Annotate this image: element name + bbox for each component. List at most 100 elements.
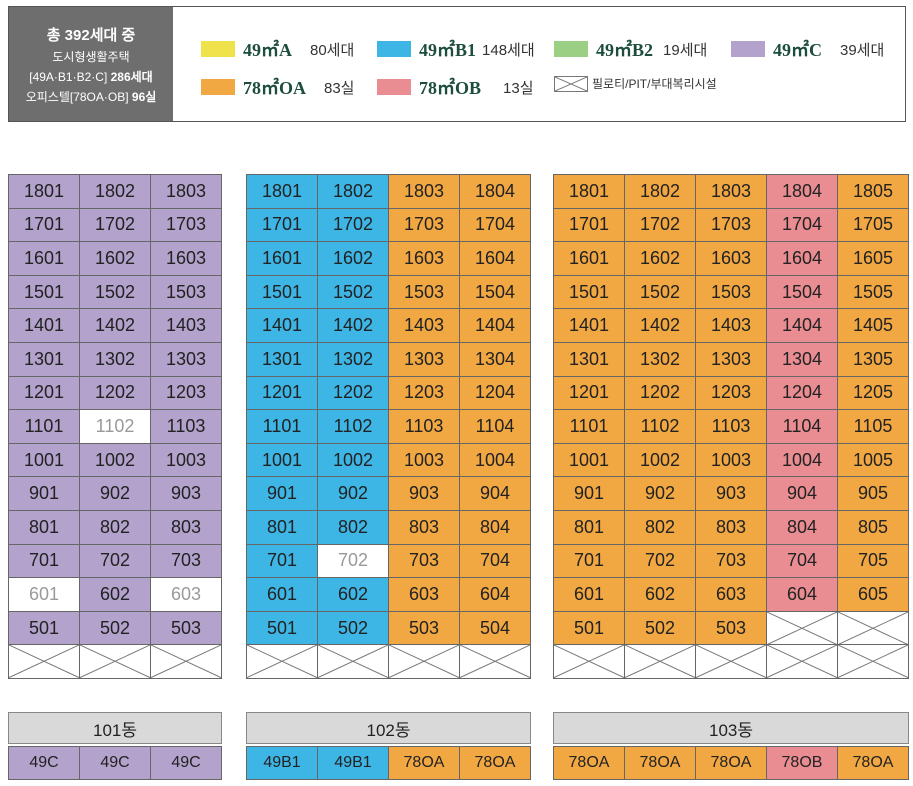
pilotis-cell [767,645,838,679]
unit-cell: 1001 [554,443,625,478]
unit-cell: 603 [389,578,460,612]
unit-cell: 1303 [389,342,460,377]
unit-cell: 1403 [389,309,460,343]
unit-cell: 1002 [625,443,696,478]
legend-count: 39세대 [840,41,885,59]
unit-cell: 1403 [696,309,767,343]
pilotis-cell [318,645,389,679]
unit-cell: 1402 [625,309,696,343]
legend-item-78oa: 78㎡OA 83실 [201,74,355,100]
unit-cell: 1002 [80,443,151,478]
unit-cell: 1004 [460,443,531,478]
unit-cell: 1801 [9,175,80,209]
unit-cell: 1703 [696,208,767,243]
unit-cell: 502 [80,611,151,646]
unit-cell: 1305 [838,342,909,377]
cross-hatch-icon [554,645,624,678]
pilotis-cell [838,611,909,646]
unit-cell: 1203 [151,376,222,411]
unit-cell: 1203 [696,376,767,411]
unit-cell: 1303 [151,342,222,377]
unit-cell: 802 [318,510,389,545]
unit-cell: 902 [80,477,151,511]
unit-cell: 1501 [9,275,80,310]
unit-cell: 1503 [151,275,222,310]
unit-cell: 1401 [554,309,625,343]
unit-cell: 1603 [151,242,222,276]
unit-cell: 1304 [460,342,531,377]
unit-cell: 1504 [767,275,838,310]
unit-cell: 1603 [696,242,767,276]
building-name-103: 103동 [553,712,909,744]
cross-hatch-icon [9,645,79,678]
pilotis-cell [247,645,318,679]
unit-cell: 1302 [318,342,389,377]
unit-cell: 903 [389,477,460,511]
unit-cell: 1201 [9,376,80,411]
unit-cell: 1603 [389,242,460,276]
pilotis-cell [767,611,838,646]
unit-cell: 1705 [838,208,909,243]
unit-cell: 704 [460,544,531,579]
legend-label: 78㎡OA [243,78,306,98]
pilotis-cell [696,645,767,679]
cross-hatch-icon [838,612,908,645]
unit-cell: 1501 [247,275,318,310]
unit-cell: 1802 [625,175,696,209]
unit-cell: 604 [460,578,531,612]
unit-cell: 1002 [318,443,389,478]
cross-hatch-icon [389,645,459,678]
legend-label: 78㎡OB [419,78,482,98]
unit-cell: 704 [767,544,838,579]
building-103-type-row: 78OA 78OA 78OA 78OB 78OA [553,746,909,780]
unit-cell: 1303 [696,342,767,377]
unit-cell: 1204 [460,376,531,411]
unit-cell: 1302 [80,342,151,377]
swatch-78oa [201,79,235,95]
unit-cell: 1701 [554,208,625,243]
unit-type-label: 78OB [767,747,838,780]
unit-cell: 503 [696,611,767,646]
legend-count: 83실 [324,79,355,97]
legend-count: 80세대 [310,41,355,59]
unit-cell: 1401 [247,309,318,343]
unit-cell: 1704 [460,208,531,243]
unit-cell: 1804 [767,175,838,209]
unit-cell: 1101 [247,410,318,444]
unit-cell: 803 [151,510,222,545]
unit-cell: 1201 [247,376,318,411]
unit-cell: 602 [625,578,696,612]
unit-cell: 1403 [151,309,222,343]
legend-label: 49㎡C [773,40,822,60]
unit-cell: 1703 [151,208,222,243]
unit-cell: 701 [247,544,318,579]
unit-cell: 1601 [554,242,625,276]
unit-cell: 1804 [460,175,531,209]
unit-cell: 1105 [838,410,909,444]
pilotis-cell [838,645,909,679]
unit-cell: 702 [625,544,696,579]
unit-cell: 703 [151,544,222,579]
building-102-floor-plan: 1801 1802 1803 1804 1701 1702 1703 1704 1601 1602… [246,174,531,679]
cross-hatch-icon [767,612,837,645]
unit-cell: 804 [460,510,531,545]
legend-item-49b2: 49㎡B2 19세대 [554,36,707,62]
unit-cell: 1103 [151,410,222,444]
unit-cell: 1201 [554,376,625,411]
unit-cell: 702 [318,544,389,579]
unit-cell: 801 [9,510,80,545]
swatch-78ob [377,79,411,95]
unit-cell: 1502 [625,275,696,310]
unit-cell: 902 [625,477,696,511]
pilotis-cell [9,645,80,679]
unit-cell: 1102 [625,410,696,444]
unit-cell: 1604 [460,242,531,276]
unit-cell: 1501 [554,275,625,310]
unit-cell: 701 [9,544,80,579]
unit-cell: 1102 [318,410,389,444]
unit-cell: 1204 [767,376,838,411]
legend-label: 49㎡B1 [419,40,477,60]
unit-cell: 1605 [838,242,909,276]
legend-item-49c: 49㎡C 39세대 [731,36,884,62]
unit-cell: 601 [554,578,625,612]
